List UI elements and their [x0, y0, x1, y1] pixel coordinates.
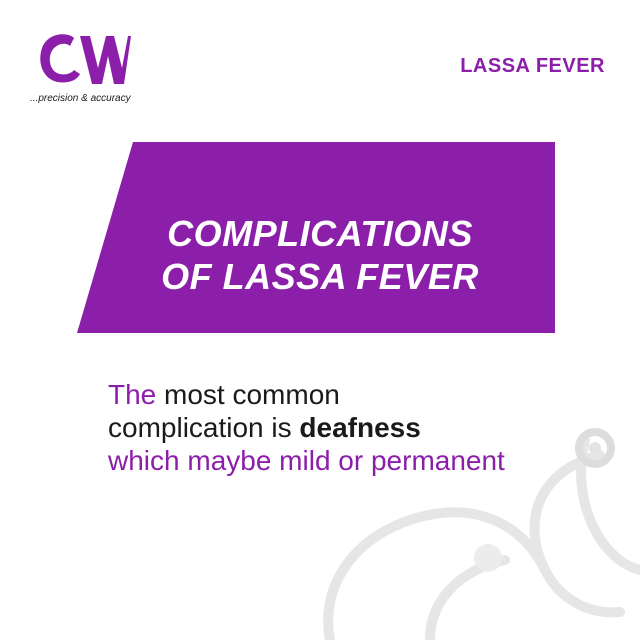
body-text: The most common complication is deafness…	[108, 378, 608, 477]
page-title: LASSA FEVER	[460, 55, 605, 77]
body-line-1-rest: most common	[156, 379, 340, 410]
cw-logo-icon	[40, 34, 131, 84]
banner-heading-line1: COMPLICATIONS	[167, 213, 473, 254]
body-line-1: The most common	[108, 378, 608, 411]
body-line-2-emphasis: deafness	[299, 412, 421, 443]
body-line-2-lead: complication is	[108, 412, 300, 443]
logo-tagline: ...precision & accuracy	[30, 93, 131, 104]
banner-heading: COMPLICATIONS OF LASSA FEVER	[105, 212, 535, 298]
brand-logo: ...precision & accuracy	[30, 30, 140, 110]
body-line-2: complication is deafness	[108, 411, 608, 444]
body-line-3: which maybe mild or permanent	[108, 445, 505, 476]
banner-heading-line2: OF LASSA FEVER	[161, 256, 479, 297]
body-line-1-accent: The	[108, 379, 157, 410]
